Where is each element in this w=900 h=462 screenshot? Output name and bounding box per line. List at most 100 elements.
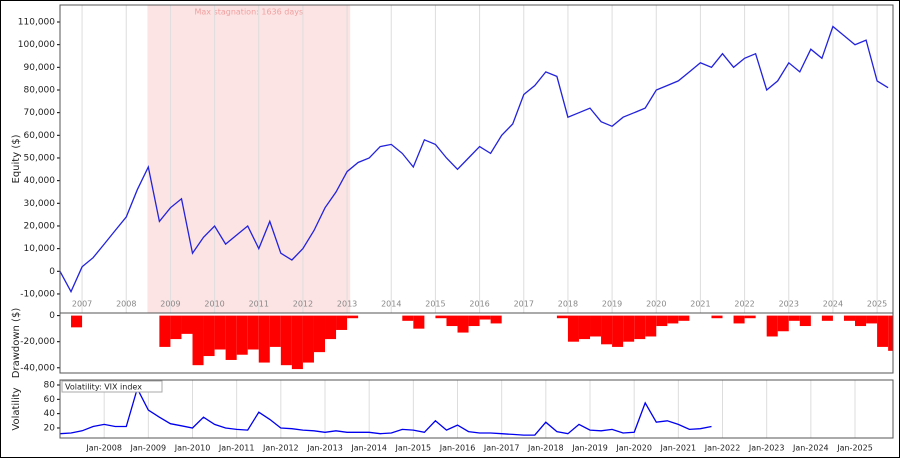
drawdown-bar <box>799 315 811 327</box>
x-tick-label: Jan-2019 <box>571 444 608 453</box>
drawdown-bar <box>744 315 756 319</box>
drawdown-bar <box>258 315 270 363</box>
x-tick-label: Jan-2011 <box>218 444 255 453</box>
y-tick-label: 20,000 <box>24 221 56 231</box>
x-tick-label: 2024 <box>823 300 843 309</box>
y-tick-label: 80 <box>44 381 56 391</box>
y-axis-title: Drawdown ($) <box>11 308 22 379</box>
x-tick-label: Jan-2008 <box>85 444 122 453</box>
y-tick-label: -10,000 <box>20 289 55 299</box>
x-tick-label: Jan-2024 <box>792 444 829 453</box>
drawdown-bar <box>313 315 326 353</box>
drawdown-bar <box>843 315 856 321</box>
y-axis-title: Equity ($) <box>11 134 22 183</box>
line-series <box>59 386 712 436</box>
drawdown-bar <box>347 315 359 319</box>
drawdown-bar <box>181 315 193 334</box>
y-tick-label: 50,000 <box>24 153 56 163</box>
drawdown-bar <box>280 315 292 366</box>
x-tick-label: Jan-2021 <box>660 444 697 453</box>
x-tick-label: 2017 <box>514 300 534 309</box>
y-tick-label: 90,000 <box>24 63 56 73</box>
y-tick-label: 10,000 <box>24 244 56 254</box>
x-tick-label: Jan-2014 <box>350 444 387 453</box>
x-tick-label: Jan-2009 <box>130 444 167 453</box>
x-tick-label: 2010 <box>204 300 224 309</box>
plot-border <box>59 379 894 439</box>
x-tick-label: Jan-2016 <box>439 444 476 453</box>
x-tick-label: 2008 <box>116 300 136 309</box>
y-tick-label: 70,000 <box>24 108 56 118</box>
drawdown-bar <box>170 315 182 340</box>
legend-label: Volatility: VIX index <box>65 383 142 392</box>
drawdown-bar <box>821 315 833 321</box>
x-tick-label: Jan-2025 <box>836 444 873 453</box>
y-tick-label: 110,000 <box>18 17 55 27</box>
drawdown-bar <box>291 315 303 370</box>
x-tick-label: Jan-2015 <box>395 444 432 453</box>
y-tick-label: -20,000 <box>20 337 55 347</box>
x-tick-label: 2021 <box>690 300 710 309</box>
x-tick-label: Jan-2012 <box>262 444 299 453</box>
plot-border <box>59 312 894 374</box>
x-tick-label: Jan-2022 <box>704 444 741 453</box>
drawdown-bar <box>192 315 204 366</box>
drawdown-bar <box>225 315 237 360</box>
y-tick-label: 30,000 <box>24 199 56 209</box>
drawdown-bar <box>667 315 679 324</box>
plot-area <box>60 380 893 438</box>
y-tick-label: 0 <box>49 311 55 321</box>
annotation: Max stagnation: 1636 days <box>194 8 303 17</box>
y-tick-label: 0 <box>49 267 55 277</box>
y-tick-label: -40,000 <box>20 363 55 373</box>
x-tick-label: Jan-2020 <box>615 444 652 453</box>
x-tick-label: 2020 <box>646 300 666 309</box>
drawdown-bar <box>490 315 502 324</box>
drawdown-bar <box>590 315 602 337</box>
x-tick-label: 2013 <box>337 300 357 309</box>
x-tick-label: 2014 <box>381 300 401 309</box>
drawdown-bar <box>269 315 281 347</box>
x-tick-label: 2025 <box>867 300 887 309</box>
x-tick-label: 2019 <box>602 300 622 309</box>
legend-box <box>61 380 163 393</box>
drawdown-bar <box>203 315 215 357</box>
drawdown-bar <box>302 315 314 363</box>
y-tick-label: 20 <box>44 423 56 433</box>
drawdown-bar <box>645 315 657 337</box>
stagnation-region <box>147 5 351 313</box>
drawdown-bar <box>402 315 414 321</box>
x-tick-label: 2009 <box>160 300 180 309</box>
y-tick-label: 60,000 <box>24 131 56 141</box>
y-tick-label: 80,000 <box>24 85 56 95</box>
drawdown-bar <box>866 315 878 324</box>
drawdown-bar <box>855 315 867 327</box>
drawdown-bar <box>678 315 690 321</box>
x-tick-label: 2016 <box>469 300 489 309</box>
x-tick-label: Jan-2010 <box>174 444 211 453</box>
x-tick-label: 2007 <box>72 300 92 309</box>
drawdown-bar <box>413 315 425 329</box>
y-axis-title: Volatility <box>11 387 22 430</box>
drawdown-bar <box>567 315 579 342</box>
drawdown-bar <box>578 315 591 340</box>
drawdown-bar <box>247 315 259 350</box>
x-tick-label: 2011 <box>249 300 269 309</box>
drawdown-bar <box>457 315 469 333</box>
drawdown-bar <box>435 315 447 319</box>
drawdown-bar <box>733 315 745 324</box>
drawdown-bar <box>623 315 635 342</box>
drawdown-bar <box>788 315 800 321</box>
drawdown-bar <box>656 315 668 327</box>
drawdown-bar <box>634 315 646 340</box>
x-tick-label: Jan-2013 <box>306 444 343 453</box>
drawdown-bar <box>159 315 171 347</box>
x-tick-label: 2018 <box>558 300 578 309</box>
y-tick-label: 40 <box>44 409 56 419</box>
drawdown-bar <box>766 315 778 337</box>
x-tick-label: 2022 <box>734 300 754 309</box>
drawdown-bar <box>877 315 889 347</box>
drawdown-bar <box>71 315 83 328</box>
x-tick-label: Jan-2017 <box>483 444 520 453</box>
